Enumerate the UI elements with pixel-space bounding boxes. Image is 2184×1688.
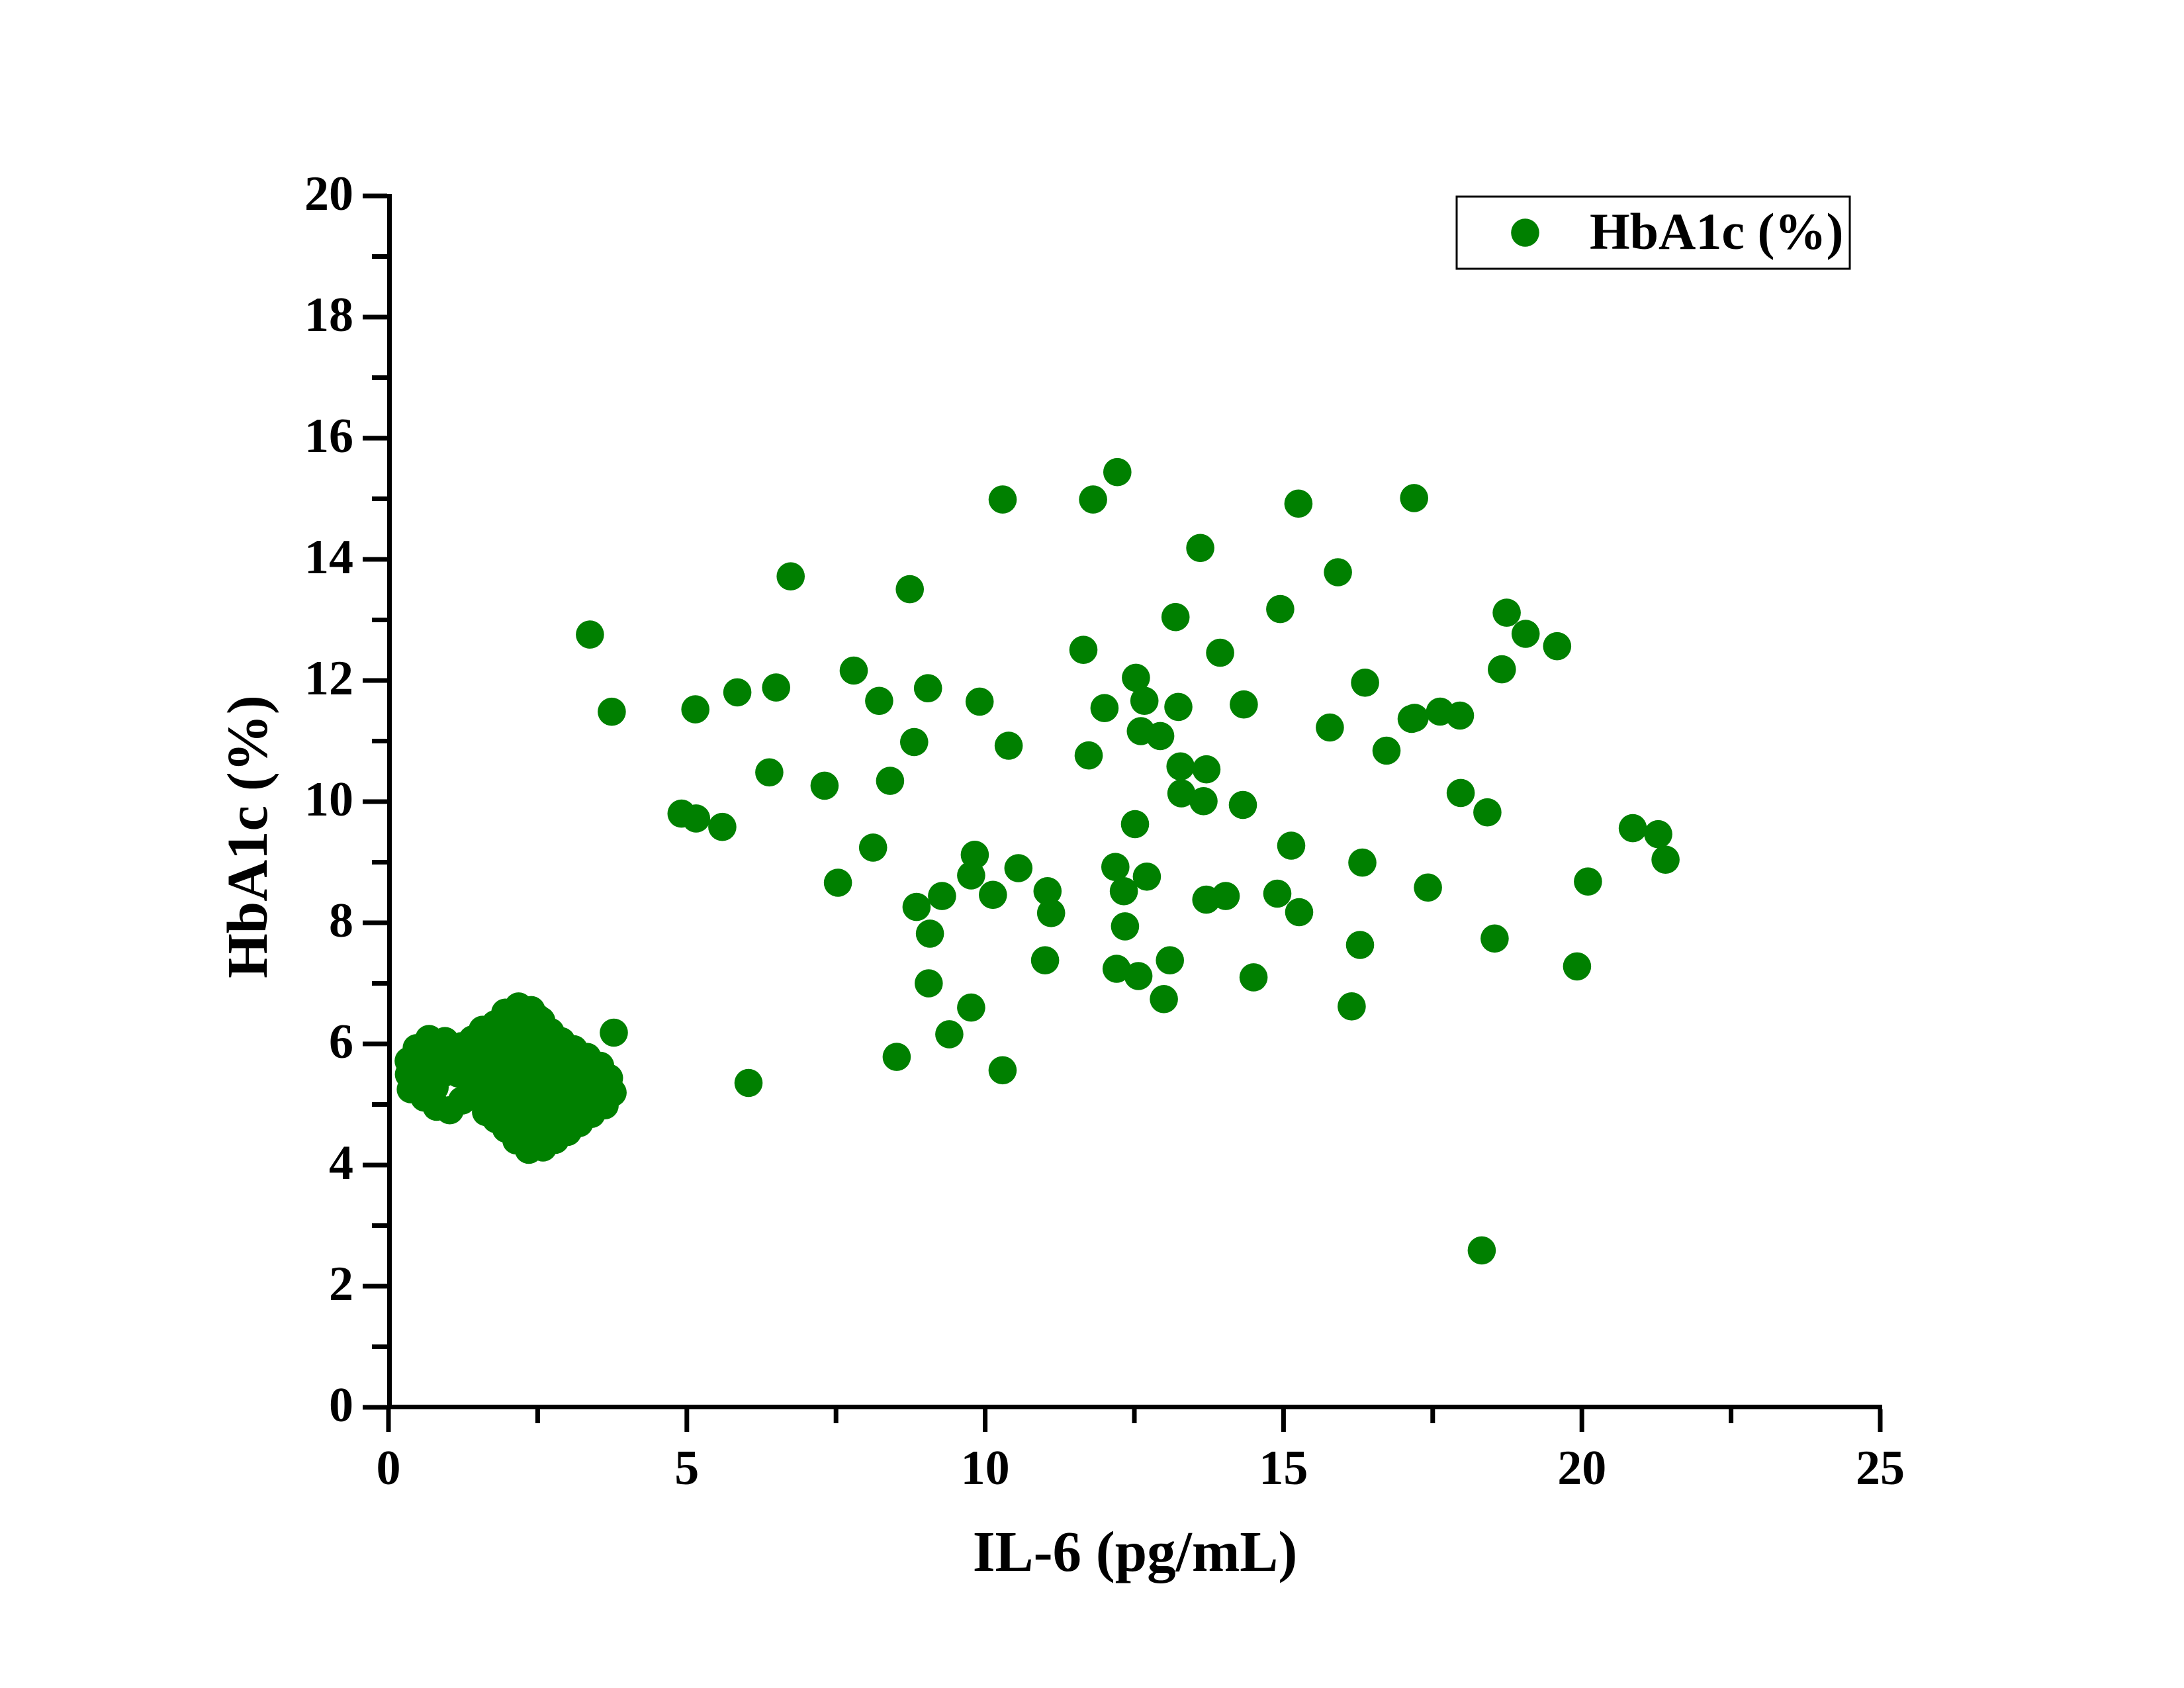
svg-text:HbA1c (%): HbA1c (%) [1590,203,1843,260]
svg-text:10: 10 [961,1441,1010,1495]
svg-text:12: 12 [304,651,353,706]
svg-text:18: 18 [304,288,353,342]
svg-text:2: 2 [329,1257,353,1311]
svg-text:20: 20 [1557,1441,1606,1495]
svg-text:20: 20 [304,167,353,221]
svg-text:16: 16 [304,409,353,463]
svg-text:25: 25 [1856,1441,1905,1495]
svg-text:0: 0 [329,1378,353,1432]
svg-text:15: 15 [1259,1441,1308,1495]
svg-text:0: 0 [377,1441,401,1495]
svg-text:10: 10 [304,773,353,827]
svg-text:8: 8 [329,894,353,948]
svg-text:5: 5 [674,1441,699,1495]
svg-text:HbA1c (%): HbA1c (%) [215,695,279,978]
svg-text:4: 4 [329,1136,353,1190]
svg-text:IL-6 (pg/mL): IL-6 (pg/mL) [973,1519,1298,1583]
svg-text:14: 14 [304,530,353,585]
svg-text:6: 6 [329,1015,353,1069]
